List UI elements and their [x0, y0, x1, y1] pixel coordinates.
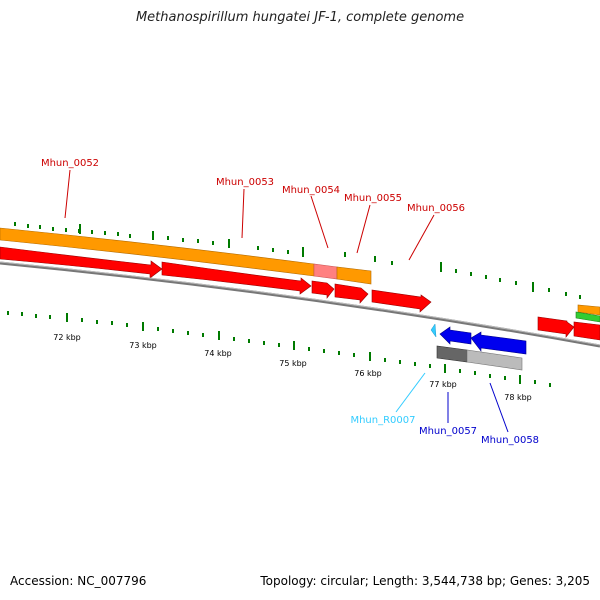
label-mhun-0053[interactable]: Mhun_0053 [216, 177, 274, 188]
mhun-0058-cds-arrow[interactable] [470, 331, 527, 355]
forward-label-leaders [64, 169, 435, 261]
genome-stats-text: Topology: circular; Length: 3,544,738 bp… [260, 574, 590, 588]
label-mhun-0054[interactable]: Mhun_0054 [282, 185, 340, 196]
inner-scale-ring [7, 311, 551, 387]
label-mhun-0056[interactable]: Mhun_0056 [407, 203, 465, 214]
mhun-0055-orange-gene[interactable] [336, 266, 372, 285]
genome-backbone [0, 261, 600, 348]
mhun-0055-cds-arrow[interactable] [334, 283, 369, 304]
right-edge-orange-gene[interactable] [577, 304, 600, 316]
right-edge-cds[interactable] [573, 321, 600, 341]
mhun-0057-cds-arrow[interactable] [439, 326, 472, 345]
tick-label-73kbp: 73 kbp [129, 341, 157, 350]
outer-tick-ring [14, 222, 581, 299]
map-title: Methanospirillum hungatei JF-1, complete… [135, 10, 465, 25]
label-mhun-r0007[interactable]: Mhun_R0007 [350, 415, 415, 426]
label-mhun-0057[interactable]: Mhun_0057 [419, 426, 477, 437]
mhun-0054-pink-gene[interactable] [313, 263, 338, 280]
light-gray-gene[interactable] [466, 349, 523, 371]
right-cds-arrow[interactable] [537, 316, 575, 338]
tick-label-75kbp: 75 kbp [279, 359, 307, 368]
label-mhun-0055[interactable]: Mhun_0055 [344, 193, 402, 204]
mhun-0056-cds-arrow[interactable] [371, 289, 432, 313]
mhun-0053-cds-arrow[interactable] [161, 261, 312, 295]
leader-mhun-0058 [489, 382, 509, 433]
tick-label-74kbp: 74 kbp [204, 349, 232, 358]
tick-label-76kbp: 76 kbp [354, 369, 382, 378]
dark-gray-gene[interactable] [436, 345, 468, 363]
label-mhun-0052[interactable]: Mhun_0052 [41, 158, 99, 169]
mhun-0054-cds-arrow[interactable] [311, 280, 335, 299]
right-edge-green-gene[interactable] [575, 311, 600, 323]
label-mhun-0058[interactable]: Mhun_0058 [481, 435, 539, 446]
mhun-0052-cds-arrow[interactable] [0, 246, 163, 279]
tick-label-72kbp: 72 kbp [53, 333, 81, 342]
accession-text: Accession: NC_007796 [10, 574, 147, 588]
tick-label-77kbp: 77 kbp [429, 380, 457, 389]
tick-label-78kbp: 78 kbp [504, 393, 532, 402]
mhun-r0007-rna-arrow[interactable] [430, 323, 437, 338]
leader-mhun-r0007 [395, 372, 426, 413]
